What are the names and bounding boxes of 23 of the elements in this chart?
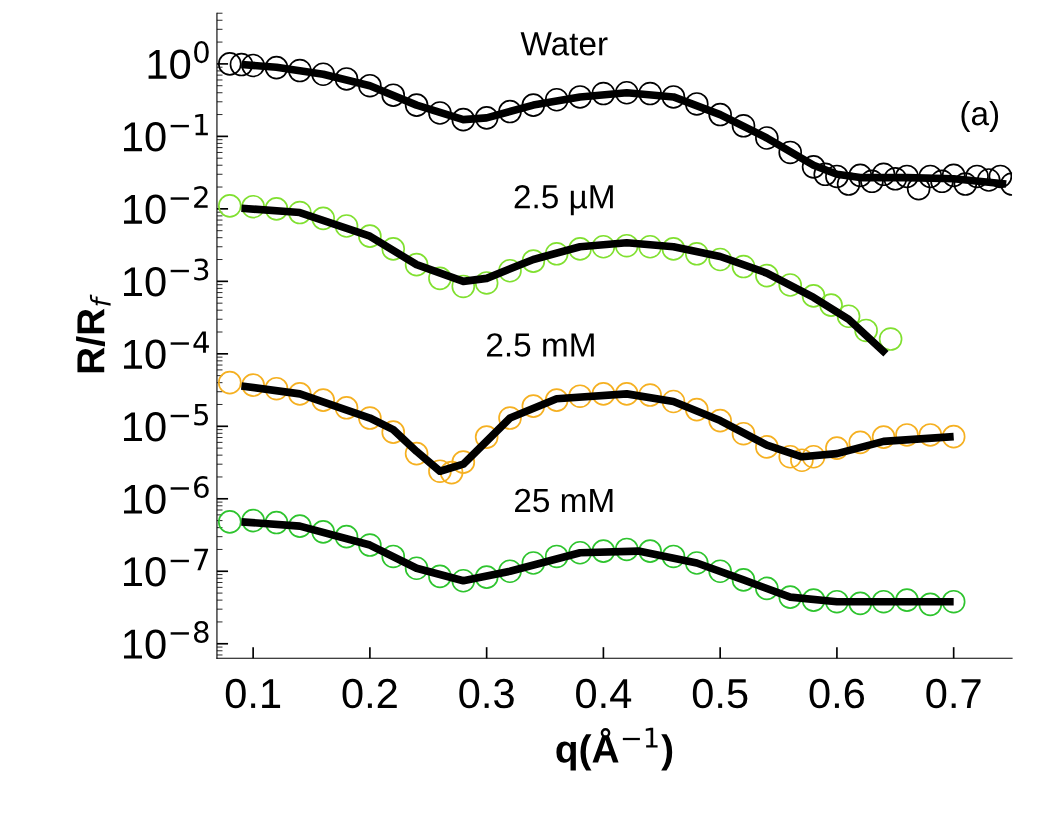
y-tick-label: 10$^{0}$ [148, 41, 209, 80]
y-tick-label: 10$^{−8}$ [124, 620, 209, 659]
series-label: 2.5 µM [514, 184, 613, 216]
annotation: (a) [961, 100, 999, 132]
x-tick-label: 0.5 [692, 678, 748, 709]
y-tick-label: 10$^{−1}$ [124, 113, 208, 152]
x-tick-label: 0.1 [225, 678, 281, 709]
y-axis-title: R/R$_{f}$ [76, 294, 111, 373]
y-tick-label: 10$^{−7}$ [124, 548, 209, 587]
series-label: 25 mM [515, 488, 613, 513]
series-label: 2.5 mM [487, 333, 594, 357]
y-tick-label: 10$^{−2}$ [124, 186, 208, 225]
x-tick-label: 0.6 [809, 678, 865, 709]
y-tick-label: 10$^{−5}$ [124, 403, 209, 442]
x-tick-label: 0.4 [576, 678, 632, 709]
x-axis-title: q(Å$^{−1}$) [556, 727, 673, 771]
x-tick-label: 0.7 [926, 678, 981, 709]
y-tick-label: 10$^{−6}$ [124, 475, 209, 514]
x-tick-label: 0.3 [459, 678, 514, 709]
y-tick-label: 10$^{−4}$ [124, 331, 209, 370]
x-tick-label: 0.2 [342, 678, 397, 709]
series-label: Water [520, 32, 608, 56]
y-tick-label: 10$^{−3}$ [124, 258, 209, 297]
